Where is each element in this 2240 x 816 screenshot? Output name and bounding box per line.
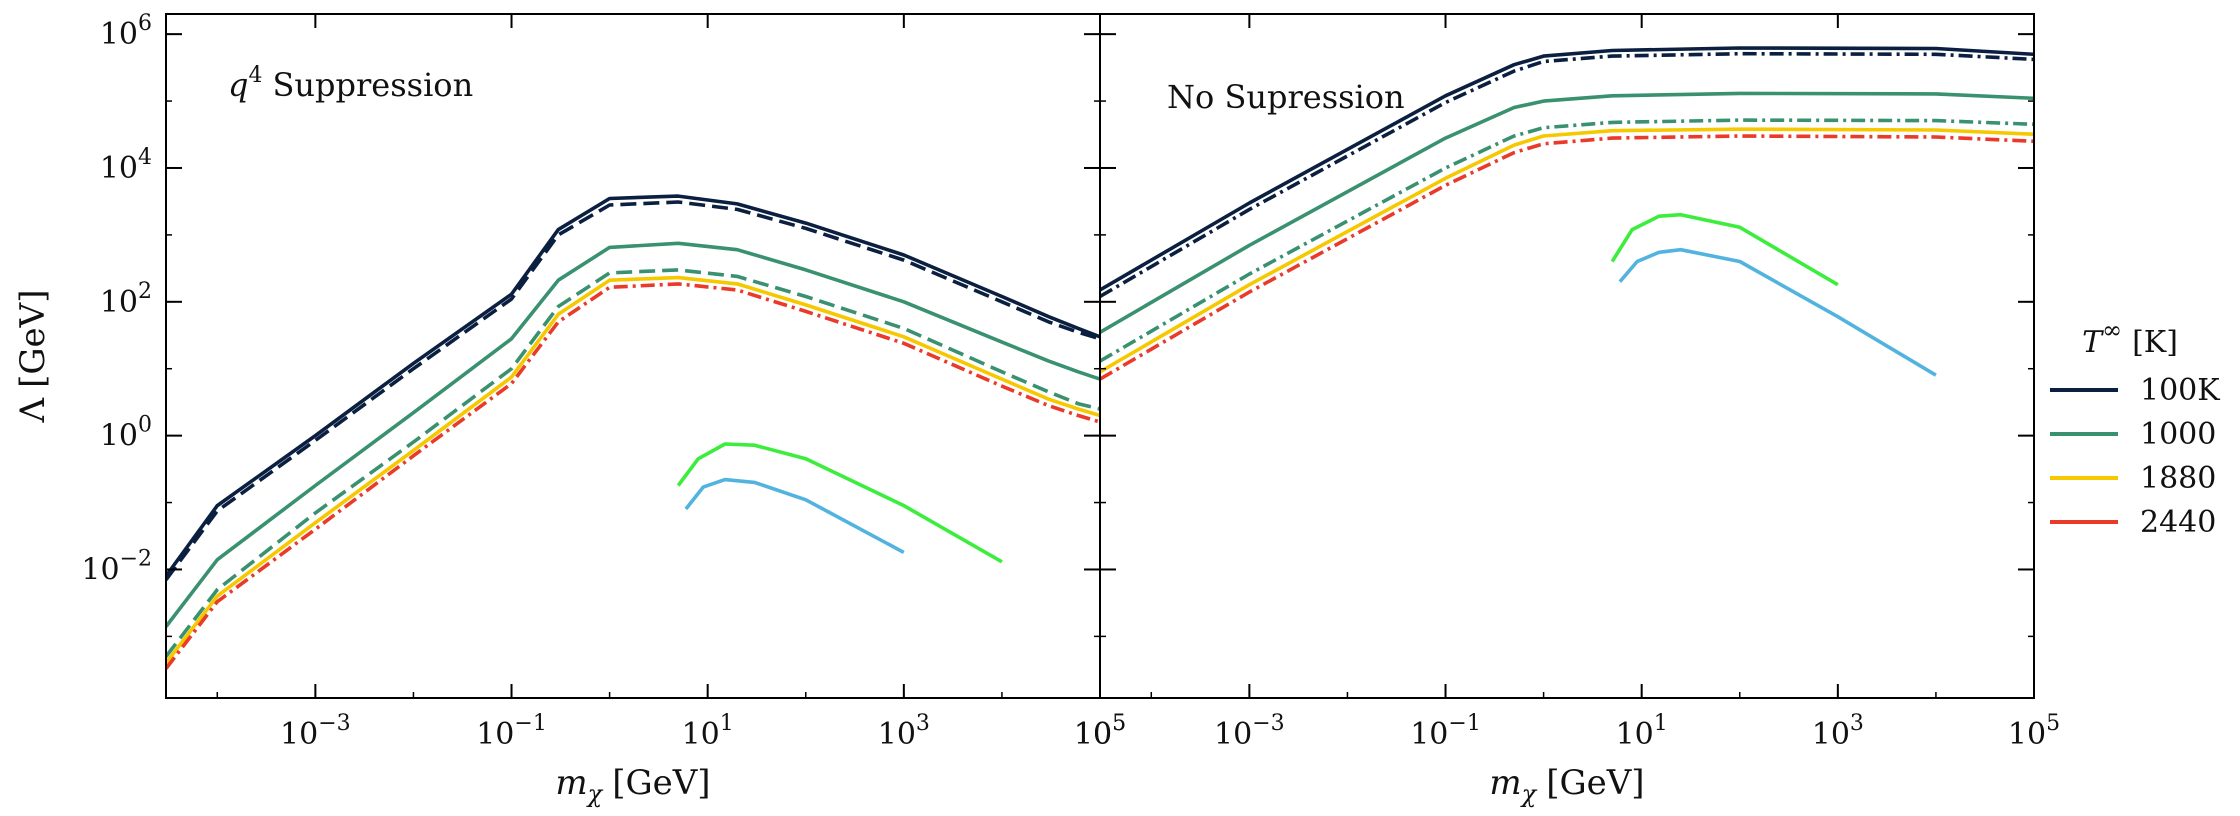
panel-title-text: Suppression: [272, 66, 473, 104]
panel-frame: [165, 13, 1101, 699]
panel-title: q4 Suppression: [228, 63, 473, 104]
series-line-1000-dashdot-3: [1100, 118, 2034, 363]
x-axis-unit: [GeV]: [612, 763, 710, 803]
panel-title: No Supression: [1167, 78, 1405, 116]
y-axis-label: Λ [GeV]: [13, 290, 53, 424]
x-tick-label: 101: [1616, 711, 1668, 752]
series-line-1000-solid-2: [166, 241, 1100, 628]
series-line-1000-dashed-3: [166, 268, 1100, 658]
y-tick-label: 100: [100, 413, 152, 454]
series-line-unlabeled-solid-6: [1610, 212, 1839, 287]
x-tick-label: 105: [1074, 711, 1126, 752]
legend-title-symbol: T: [2082, 325, 2104, 360]
x-axis-subscript: χ: [1520, 780, 1538, 808]
series-line-2440-dashdot-5: [1100, 134, 2034, 381]
x-axis-symbol: m: [1489, 763, 1521, 803]
x-tick-label: 105: [2008, 711, 2060, 752]
legend-label-1880: 1880: [2140, 461, 2216, 496]
series-line-2440-dashdot-5: [166, 282, 1100, 670]
y-tick-label: 102: [100, 279, 152, 320]
x-axis-label: mχ [GeV]: [1489, 763, 1644, 808]
x-axis-unit: [GeV]: [1546, 763, 1644, 803]
series-line-1880-solid-4: [1100, 127, 2034, 374]
legend: T∞ [K] 100K 1000 1880 2440: [2050, 316, 2220, 540]
legend-label-1000: 1000: [2140, 417, 2216, 452]
legend-label-100k: 100K: [2140, 373, 2220, 408]
x-tick-label: 105: [1074, 711, 1126, 752]
panel-q4-suppression: 10−3 10−1 101 103 105 10−2 100 102 104 106 q4 Supp…: [81, 11, 1126, 808]
legend-title: T∞ [K]: [2082, 316, 2178, 360]
y-tick-label: 106: [100, 11, 152, 52]
x-tick-label: 10−1: [476, 711, 547, 752]
series-line-unlabeled-solid-6: [676, 442, 1003, 564]
legend-title-unit: [K]: [2132, 325, 2178, 360]
panel-no-suppression: 105 10−3 10−1 101 103 105 No Supression mχ [Ge…: [1074, 13, 2060, 808]
x-axis-subscript: χ: [586, 780, 604, 808]
x-tick-label: 10−3: [1214, 711, 1285, 752]
series-line-100k-dashed-1: [166, 200, 1100, 581]
panel-title-superscript: 4: [248, 63, 262, 88]
x-tick-label: 103: [878, 711, 930, 752]
series-line-100k-solid-0: [166, 194, 1100, 578]
panel-frame: [1099, 13, 2035, 699]
series-line-100k-solid-0: [1100, 46, 2034, 292]
y-tick-label: 104: [100, 145, 152, 186]
y-axis-unit: [GeV]: [13, 290, 53, 388]
x-axis-symbol: m: [555, 763, 587, 803]
series-line-unlabeled-solid-7: [684, 477, 905, 554]
x-axis-label: mχ [GeV]: [555, 763, 710, 808]
series-line-1000-solid-2: [1100, 91, 2034, 334]
panel-title-text: No Supression: [1167, 78, 1405, 116]
legend-label-2440: 2440: [2140, 505, 2216, 540]
series-line-1880-solid-4: [166, 275, 1100, 665]
x-tick-label: 10−3: [280, 711, 351, 752]
series-line-unlabeled-solid-7: [1618, 247, 1937, 377]
series-line-100k-dashdot-1: [1100, 51, 2034, 299]
x-tick-label: 101: [682, 711, 734, 752]
panel-title-symbol: q: [228, 66, 248, 104]
x-tick-label: 103: [1812, 711, 1864, 752]
x-tick-label: 10−1: [1410, 711, 1481, 752]
y-tick-label: 10−2: [81, 546, 152, 587]
legend-title-superscript: ∞: [2102, 316, 2122, 344]
y-axis-symbol: Λ: [13, 397, 53, 423]
